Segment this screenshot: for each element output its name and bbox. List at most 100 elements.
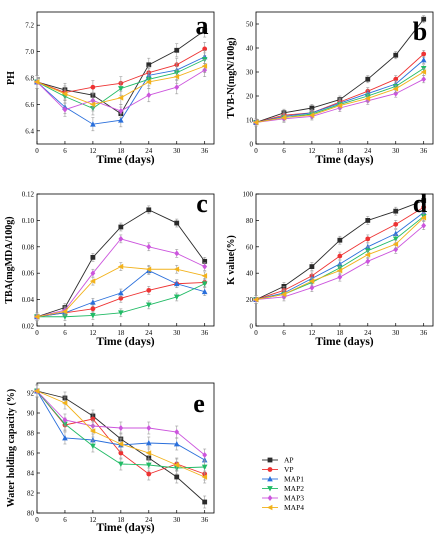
data-point xyxy=(145,302,152,308)
y-tick-label: 92 xyxy=(27,390,35,398)
series-ap xyxy=(253,196,427,304)
series-map3 xyxy=(34,234,208,322)
data-point xyxy=(174,474,180,480)
data-point xyxy=(89,278,96,284)
panel-e: 0 6 12 18 24 30 36 80 82 84 86 88 90 92 e Time (days)… xyxy=(6,382,215,534)
y-tick-label: 6.6 xyxy=(25,101,34,109)
x-tick-label: 30 xyxy=(173,329,181,337)
plot-frame-a xyxy=(36,11,215,145)
data-point xyxy=(420,214,427,221)
axes-a: 0 6 12 18 24 30 36 6.4 6.6 6.8 7.0 7.2 xyxy=(25,22,208,155)
series-b xyxy=(253,15,427,127)
data-point xyxy=(421,16,427,22)
y-axis-label-b: TVB-N(mgN/100g) xyxy=(226,37,237,118)
data-point xyxy=(146,62,152,68)
data-point xyxy=(421,51,427,57)
data-point xyxy=(118,108,124,114)
data-point xyxy=(145,440,152,446)
data-point xyxy=(420,69,427,75)
data-point xyxy=(62,435,68,441)
data-point xyxy=(174,250,180,257)
data-point xyxy=(337,260,343,267)
y-axis-label-a: PH xyxy=(6,71,17,85)
legend-marker xyxy=(267,457,273,463)
panel-letter-c: c xyxy=(196,189,208,218)
legend-entry: VP xyxy=(262,465,294,474)
legend-label: VP xyxy=(284,465,294,474)
legend-label: MAP1 xyxy=(284,475,304,484)
data-point xyxy=(201,288,208,295)
legend-marker xyxy=(267,467,273,472)
y-tick-label: 0.06 xyxy=(22,270,35,278)
legend-marker xyxy=(267,495,273,501)
y-tick-label: 82 xyxy=(27,490,35,498)
data-point xyxy=(392,241,399,247)
x-axis-label-a: Time (days) xyxy=(96,154,154,166)
x-tick-label: 30 xyxy=(392,329,400,337)
data-point xyxy=(173,73,180,80)
data-point xyxy=(365,258,371,265)
x-tick-label: 6 xyxy=(282,329,286,337)
legend-marker xyxy=(267,486,273,492)
data-point xyxy=(202,263,208,270)
data-point xyxy=(118,425,124,431)
x-tick-label: 36 xyxy=(420,147,428,155)
legend-label: MAP3 xyxy=(284,494,304,503)
series-map4 xyxy=(34,59,208,112)
x-tick-label: 30 xyxy=(173,516,181,524)
data-point xyxy=(173,280,180,287)
y-tick-label: 86 xyxy=(27,450,35,458)
data-point xyxy=(174,47,180,53)
data-point xyxy=(365,218,371,223)
y-tick-label: 100 xyxy=(243,191,254,199)
data-point xyxy=(34,79,40,85)
data-point xyxy=(90,443,96,449)
y-tick-label: 0.12 xyxy=(22,191,35,199)
data-point xyxy=(173,294,180,300)
data-point xyxy=(201,464,208,470)
series-d xyxy=(253,196,427,304)
data-point xyxy=(202,499,208,505)
data-point xyxy=(117,441,124,447)
panel-a: 0 6 12 18 24 30 36 6.4 6.6 6.8 7.0 7.2 a Time (days… xyxy=(6,11,215,166)
axes-d: 0 6 12 18 24 30 36 0 20 40 60 80 100 xyxy=(243,191,428,338)
y-tick-label: 6.8 xyxy=(25,75,34,83)
data-point xyxy=(145,79,152,85)
data-point xyxy=(89,428,96,434)
data-point xyxy=(336,267,343,274)
x-tick-label: 18 xyxy=(117,147,125,155)
panel-c: 0 6 12 18 24 30 36 0.02 0.04 0.06 0.08 0.10 0.12 c T… xyxy=(4,189,215,348)
data-point xyxy=(145,266,152,273)
y-tick-label: 0 xyxy=(250,141,254,149)
panel-letter-d: d xyxy=(413,189,428,218)
data-point xyxy=(90,121,96,127)
data-point xyxy=(145,450,152,456)
data-point xyxy=(62,417,68,423)
x-axis-label-e: Time (days) xyxy=(96,522,154,534)
data-point xyxy=(118,224,124,230)
legend-label: MAP2 xyxy=(284,484,304,493)
data-point xyxy=(421,198,427,203)
x-tick-label: 18 xyxy=(117,329,125,337)
data-point xyxy=(118,461,124,467)
legend-marker xyxy=(267,476,273,482)
y-tick-label: 50 xyxy=(246,21,254,29)
x-tick-label: 36 xyxy=(201,516,209,524)
legend-entry: MAP4 xyxy=(262,503,304,512)
data-point xyxy=(117,263,124,270)
x-tick-label: 24 xyxy=(145,147,153,155)
x-tick-label: 30 xyxy=(392,147,400,155)
data-point xyxy=(393,208,399,214)
data-point xyxy=(393,52,399,58)
data-point xyxy=(308,278,315,284)
axes-e: 0 6 12 18 24 30 36 80 82 84 86 88 90 92 xyxy=(27,390,209,525)
plot-frame-d xyxy=(255,193,434,327)
x-tick-label: 0 xyxy=(254,147,258,155)
data-point xyxy=(62,106,68,113)
series-map4 xyxy=(253,68,427,127)
data-point xyxy=(146,471,152,477)
x-axis-label-c: Time (days) xyxy=(96,336,154,348)
data-point xyxy=(280,114,287,121)
data-point xyxy=(90,84,96,90)
